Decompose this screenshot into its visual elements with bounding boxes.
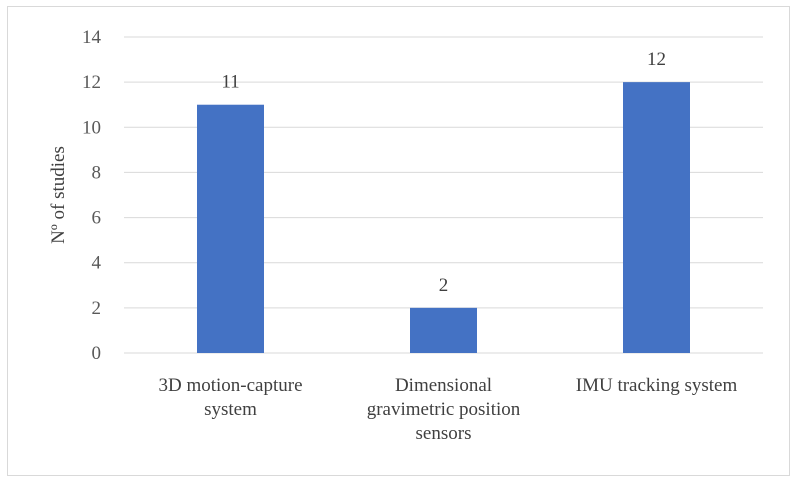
- x-axis-categories: 3D motion-capture system Dimensional gravim…: [158, 375, 737, 444]
- y-tick-label: 8: [92, 162, 102, 183]
- data-label: 12: [647, 49, 666, 70]
- category-label: IMU tracking system: [576, 375, 738, 396]
- bar: [197, 104, 264, 353]
- data-label: 2: [439, 275, 449, 296]
- y-tick-label: 4: [92, 253, 102, 274]
- y-tick-label: 10: [82, 117, 101, 138]
- category-label: system: [204, 399, 257, 420]
- y-axis-title: Nº of studies: [48, 146, 69, 244]
- data-label: 11: [221, 72, 239, 93]
- y-tick-label: 2: [92, 298, 102, 319]
- bar: [623, 82, 690, 354]
- data-labels: 11 2 12: [221, 49, 666, 296]
- y-tick-label: 0: [92, 343, 102, 364]
- y-axis-ticks: 0 2 4 6 8 10 12 14: [82, 27, 102, 364]
- category-label: Dimensional: [395, 375, 492, 396]
- y-tick-label: 6: [92, 208, 102, 229]
- category-label: gravimetric position: [367, 399, 521, 420]
- bars: [197, 82, 690, 354]
- y-tick-label: 14: [82, 27, 102, 48]
- bar: [410, 307, 477, 353]
- category-label: sensors: [416, 423, 472, 444]
- category-label: 3D motion-capture: [158, 375, 302, 396]
- y-tick-label: 12: [82, 72, 101, 93]
